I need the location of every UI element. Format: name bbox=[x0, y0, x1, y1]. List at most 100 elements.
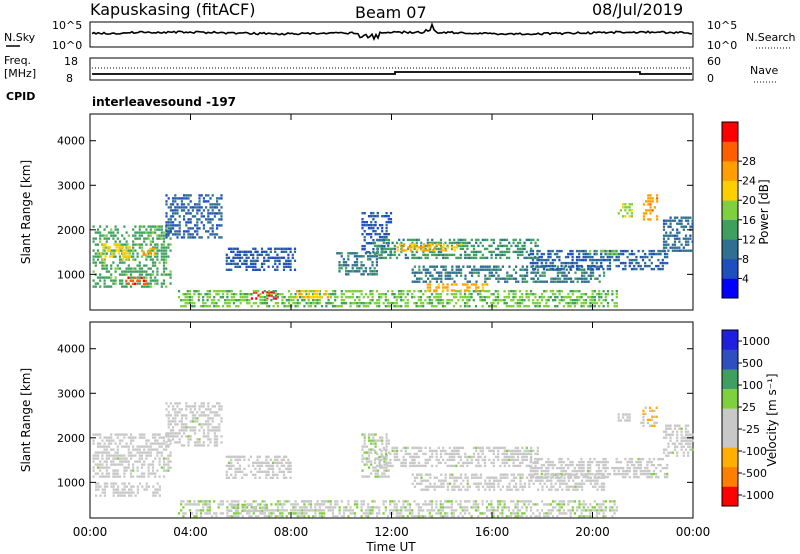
range-cell bbox=[94, 472, 97, 475]
range-cell bbox=[254, 247, 257, 250]
range-cell bbox=[248, 512, 251, 515]
range-cell bbox=[314, 512, 317, 515]
range-cell bbox=[287, 259, 290, 262]
range-cell bbox=[691, 225, 694, 228]
range-cell bbox=[314, 299, 317, 302]
range-cell bbox=[99, 231, 102, 234]
range-cell bbox=[385, 466, 388, 469]
range-cell bbox=[479, 299, 482, 302]
range-cell bbox=[411, 238, 414, 242]
range-cell bbox=[287, 461, 290, 464]
range-cell bbox=[464, 253, 467, 257]
range-cell bbox=[318, 299, 321, 302]
range-cell bbox=[556, 252, 559, 256]
range-cell bbox=[576, 296, 579, 299]
range-cell bbox=[96, 252, 100, 255]
range-cell bbox=[342, 509, 346, 512]
range-cell bbox=[218, 209, 221, 212]
range-cell bbox=[276, 503, 280, 506]
range-cell bbox=[279, 293, 282, 296]
range-cell bbox=[671, 228, 674, 231]
range-cell bbox=[413, 476, 416, 479]
range-cell bbox=[372, 251, 375, 254]
noise-strip: N.Sky 10^5 10^0 10^5 10^0 N.Search bbox=[4, 19, 796, 52]
range-cell bbox=[226, 290, 229, 293]
range-cell bbox=[442, 286, 445, 289]
range-cell bbox=[567, 302, 570, 305]
range-cell bbox=[114, 469, 117, 472]
range-cell bbox=[516, 305, 519, 308]
range-cell bbox=[521, 500, 524, 503]
range-cell bbox=[682, 249, 685, 252]
range-cell bbox=[382, 503, 385, 506]
range-cell bbox=[243, 455, 246, 458]
range-cell bbox=[293, 250, 297, 253]
range-cell bbox=[448, 464, 451, 468]
range-cell bbox=[490, 500, 493, 503]
range-cell bbox=[292, 503, 295, 506]
range-cell bbox=[406, 293, 409, 296]
range-cell bbox=[363, 224, 366, 227]
range-cell bbox=[395, 305, 398, 308]
range-cell bbox=[296, 515, 299, 518]
range-cell bbox=[678, 231, 681, 234]
range-cell bbox=[488, 449, 491, 453]
range-cell bbox=[313, 296, 316, 299]
range-cell bbox=[615, 506, 618, 509]
range-cell bbox=[132, 491, 135, 494]
range-cell bbox=[378, 305, 381, 308]
range-cell bbox=[361, 433, 364, 436]
range-cell bbox=[375, 264, 378, 267]
range-cell bbox=[389, 247, 392, 251]
range-cell bbox=[209, 408, 212, 411]
range-cell bbox=[611, 500, 614, 503]
range-cell bbox=[202, 441, 205, 444]
range-cell bbox=[391, 293, 394, 296]
range-cell bbox=[413, 247, 416, 251]
range-cell bbox=[649, 218, 652, 221]
range-cell bbox=[276, 293, 280, 296]
range-cell bbox=[381, 436, 384, 439]
range-cell bbox=[248, 293, 251, 296]
range-cell bbox=[101, 445, 104, 448]
range-cell bbox=[243, 500, 247, 503]
range-cell bbox=[219, 503, 222, 506]
range-cell bbox=[224, 299, 227, 302]
range-cell bbox=[351, 270, 354, 273]
range-cell bbox=[145, 264, 148, 267]
range-cell bbox=[99, 240, 102, 243]
range-cell bbox=[602, 267, 605, 271]
range-cell bbox=[583, 274, 586, 277]
range-cell bbox=[512, 293, 515, 296]
range-cell bbox=[165, 258, 168, 261]
range-cell bbox=[563, 479, 566, 482]
range-cell bbox=[419, 509, 423, 512]
range-cell bbox=[103, 252, 106, 255]
range-cell bbox=[156, 273, 159, 276]
range-cell bbox=[123, 491, 126, 494]
range-cell bbox=[183, 230, 186, 233]
range-cell bbox=[514, 238, 517, 242]
range-cell bbox=[450, 244, 454, 248]
range-cell bbox=[154, 282, 157, 285]
range-cell bbox=[543, 512, 546, 515]
range-cell bbox=[216, 444, 219, 447]
range-cell bbox=[162, 466, 166, 469]
cpid-label: CPID bbox=[6, 90, 35, 103]
range-cell bbox=[285, 265, 288, 268]
range-cell bbox=[234, 509, 237, 513]
range-cell bbox=[415, 515, 418, 518]
range-cell bbox=[115, 249, 118, 252]
range-cell bbox=[442, 256, 445, 260]
range-cell bbox=[575, 249, 579, 253]
range-cell bbox=[116, 267, 119, 270]
range-cell bbox=[385, 433, 388, 436]
range-cell bbox=[336, 503, 339, 506]
range-cell bbox=[156, 270, 159, 273]
range-cell bbox=[536, 460, 539, 464]
range-cell bbox=[369, 290, 372, 293]
range-cell bbox=[130, 491, 133, 494]
range-cell bbox=[417, 515, 420, 518]
range-cell bbox=[371, 509, 374, 512]
